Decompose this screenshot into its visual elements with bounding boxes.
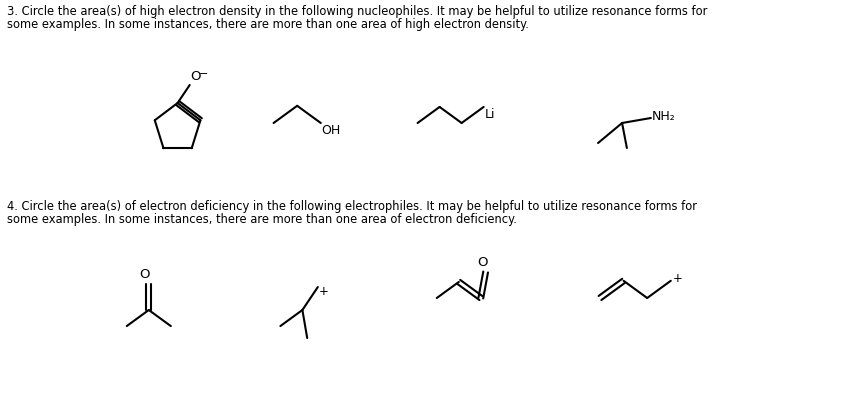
Text: some examples. In some instances, there are more than one area of electron defic: some examples. In some instances, there … <box>7 213 517 226</box>
Text: O: O <box>191 70 201 83</box>
Text: +: + <box>319 285 329 298</box>
Text: NH₂: NH₂ <box>652 110 675 122</box>
Text: −: − <box>198 69 208 79</box>
Text: Li: Li <box>485 108 495 121</box>
Text: 3. Circle the area(s) of high electron density in the following nucleophiles. It: 3. Circle the area(s) of high electron d… <box>7 5 708 18</box>
Text: OH: OH <box>322 124 341 137</box>
Text: some examples. In some instances, there are more than one area of high electron : some examples. In some instances, there … <box>7 18 528 31</box>
Text: 4. Circle the area(s) of electron deficiency in the following electrophiles. It : 4. Circle the area(s) of electron defici… <box>7 200 697 213</box>
Text: O: O <box>477 256 488 269</box>
Text: O: O <box>139 268 150 281</box>
Text: +: + <box>673 272 682 285</box>
